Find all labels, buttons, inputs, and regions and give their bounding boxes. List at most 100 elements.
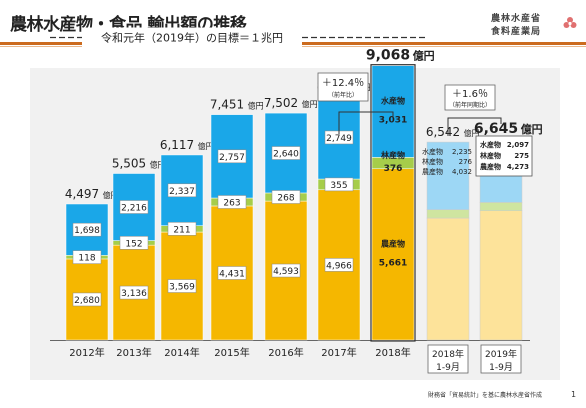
value-label-agricultural: 2,680 — [74, 296, 100, 306]
breakdown-2019-label: 林産物 — [480, 151, 501, 160]
category-label: 2017年 — [321, 346, 356, 359]
value-label-agricultural: 3,136 — [121, 289, 147, 299]
category-label: 2016年 — [268, 346, 303, 359]
callout-2018-arrow — [338, 111, 394, 134]
breakdown-2019-value: 2,097 — [507, 141, 529, 149]
total-unit-label: 億円 — [198, 141, 214, 151]
breakdown-2018-value: 276 — [459, 158, 473, 166]
value-label-agricultural-box — [119, 285, 149, 300]
value-label-fishery: 2,749 — [326, 134, 352, 144]
bar-2018-highlight — [370, 64, 416, 342]
value-label-forestry-box — [271, 190, 301, 204]
series-label-forestry: 林産物 — [381, 150, 405, 160]
total-unit-label: 億円 — [521, 122, 543, 136]
category-label: 2018年 — [432, 348, 464, 360]
total-label: 6,645 — [474, 121, 518, 137]
value-label-forestry: 355 — [330, 181, 347, 191]
callout-2018-box — [317, 72, 369, 102]
value-label-fishery-box — [119, 200, 149, 214]
total-label: 4,497 — [65, 187, 99, 201]
category-label: 2013年 — [116, 346, 151, 359]
value-label-agricultural-box — [271, 263, 301, 278]
value-label-fishery: 2,216 — [121, 204, 147, 214]
value-label-forestry-box — [119, 236, 149, 250]
value-label-forestry: 118 — [78, 254, 95, 264]
category-label-period: 1-9月 — [489, 362, 513, 373]
value-label-fishery-box — [217, 149, 247, 164]
value-label-agricultural: 3,569 — [169, 283, 195, 293]
value-label-fishery-box — [72, 222, 102, 237]
breakdown-2018-value: 2,235 — [452, 148, 472, 156]
value-label-forestry: 268 — [277, 194, 294, 204]
target-label-box — [82, 27, 302, 48]
series-label-agricultural: 農産物 — [381, 238, 405, 248]
callout-2019-note: （前年同期比） — [449, 101, 491, 109]
ministry-logotype: 農林水産省 食料産業局 — [491, 13, 541, 39]
breakdown-2018-label: 農産物 — [422, 167, 443, 176]
callout-2018-note: （前年比） — [328, 91, 358, 99]
value-label-agricultural-box — [217, 266, 247, 280]
page-number: 1 — [571, 390, 577, 399]
breakdown-2019-box — [475, 135, 533, 177]
callout-2019-arrow — [447, 117, 502, 136]
bar-agricultural — [426, 217, 470, 341]
value-label-forestry-box — [217, 195, 247, 209]
total-label: 9,068 — [366, 48, 410, 64]
value-label-agricultural-box — [167, 279, 197, 293]
breakdown-2019-value: 275 — [514, 152, 529, 160]
value-label-forestry-box — [72, 250, 102, 264]
category-label-box — [427, 344, 469, 374]
value-label-forestry: 211 — [173, 225, 190, 235]
category-label: 2018年 — [375, 346, 410, 359]
value-label-forestry-box — [167, 222, 197, 236]
ministry-line-1: 農林水産省 — [491, 14, 542, 24]
callout-2019-box — [444, 84, 496, 111]
total-label: 5,505 — [112, 157, 146, 171]
value-label-forestry: 263 — [223, 198, 240, 208]
category-label-box — [480, 344, 522, 374]
value-label-agricultural: 4,431 — [219, 269, 245, 279]
total-label: 6,117 — [160, 138, 194, 152]
bar-fishery — [426, 141, 470, 210]
total-unit-label: 億円 — [248, 101, 264, 111]
ministry-line-2: 食料産業局 — [491, 27, 542, 37]
total-unit-label: 億円 — [464, 128, 480, 138]
total-label: 7,502 — [264, 96, 298, 110]
value-label-fishery: 2,640 — [273, 150, 299, 160]
breakdown-2019-value: 4,273 — [507, 163, 529, 171]
value-label-fishery-box — [271, 146, 301, 160]
total-label: 6,542 — [426, 125, 460, 139]
value-label-fishery: 3,031 — [379, 116, 407, 126]
total-unit-label: 億円 — [103, 190, 119, 200]
value-label-forestry: 376 — [384, 164, 403, 174]
bar-agricultural — [371, 168, 415, 341]
value-label-fishery: 2,757 — [219, 153, 245, 163]
total-label: 7,451 — [210, 98, 244, 112]
value-label-forestry-box — [324, 177, 354, 192]
category-label: 2014年 — [164, 346, 199, 359]
source-note: 財務省「貿易統計」を基に農林水産省作成 — [428, 392, 543, 399]
category-label: 2019年 — [485, 348, 517, 360]
category-label-period: 1-9月 — [436, 362, 460, 373]
total-unit-label: 億円 — [302, 99, 318, 109]
value-label-forestry: 152 — [125, 239, 142, 249]
total-unit-label: 億円 — [413, 49, 435, 63]
breakdown-2019-label: 農産物 — [480, 162, 501, 171]
category-label: 2015年 — [214, 346, 249, 359]
breakdown-2018-value: 4,032 — [452, 168, 472, 176]
value-label-fishery: 2,337 — [169, 187, 195, 197]
bar-agricultural — [479, 210, 523, 341]
breakdown-2019-label: 水産物 — [480, 140, 501, 149]
breakdown-2018-label: 林産物 — [422, 157, 443, 166]
value-label-agricultural: 4,966 — [326, 261, 352, 271]
bar-forestry — [479, 202, 523, 211]
value-label-agricultural: 5,661 — [379, 258, 407, 268]
value-label-agricultural: 4,593 — [273, 267, 299, 277]
series-label-fishery: 水産物 — [380, 96, 405, 106]
target-label: 令和元年（2019年）の目標＝１兆円 — [101, 31, 283, 45]
value-label-agricultural-box — [324, 258, 354, 272]
callout-2018-change: ＋12.4％ — [322, 78, 364, 89]
total-unit-label: 億円 — [150, 160, 166, 170]
